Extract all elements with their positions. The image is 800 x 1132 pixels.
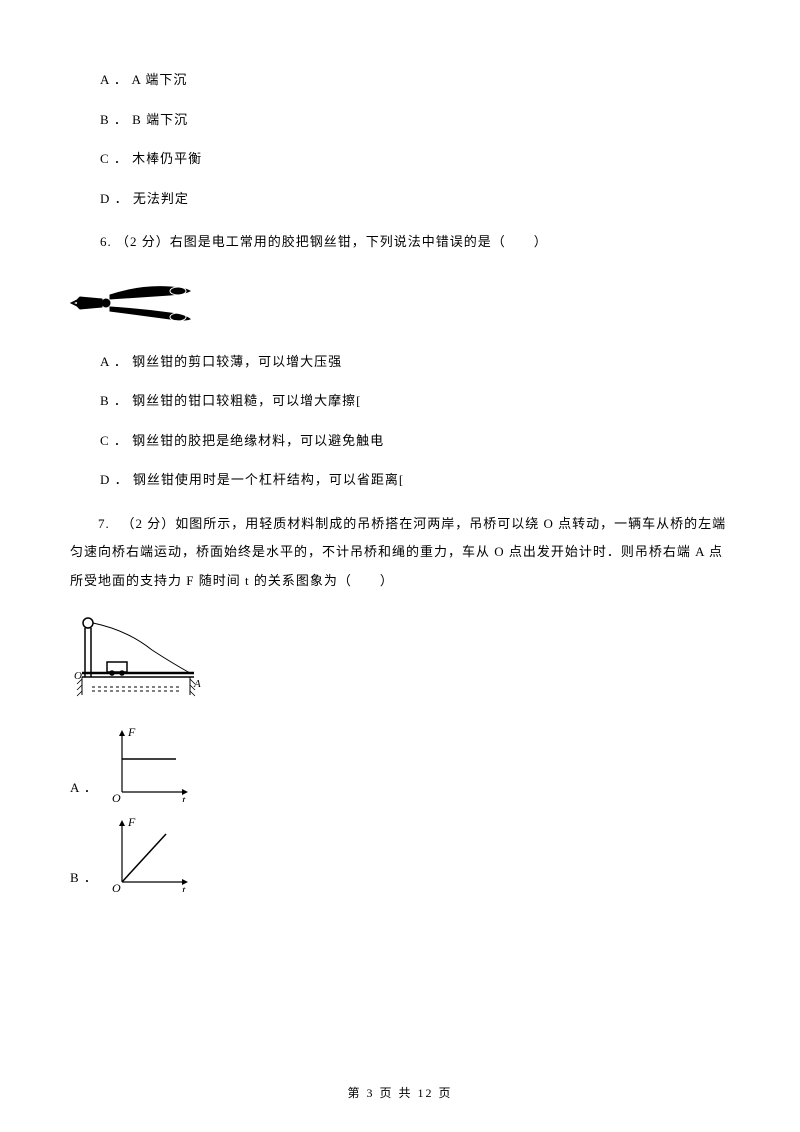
graph-b-label: B ． xyxy=(70,868,98,888)
q5-option-b: B ． B 端下沉 xyxy=(100,110,730,130)
pliers-image xyxy=(70,277,730,332)
graph-a: F t O xyxy=(104,724,199,802)
svg-text:O: O xyxy=(112,791,121,802)
svg-text:O: O xyxy=(112,881,121,892)
q6-option-b: B ． 钢丝钳的钳口较粗糙，可以增大摩擦[ xyxy=(100,391,730,411)
q6-option-c: C ． 钢丝钳的胶把是绝缘材料，可以避免触电 xyxy=(100,431,730,451)
q6-option-d: D ． 钢丝钳使用时是一个杠杆结构，可以省距离[ xyxy=(100,470,730,490)
bridge-image: O A xyxy=(72,615,730,705)
q6-option-a: A ． 钢丝钳的剪口较薄，可以增大压强 xyxy=(100,352,730,372)
graph-b: F t O xyxy=(104,814,199,892)
q6-text: 6. （2 分）右图是电工常用的胶把钢丝钳，下列说法中错误的是（ ） xyxy=(100,228,730,257)
q5-option-d: D ． 无法判定 xyxy=(100,189,730,209)
svg-text:F: F xyxy=(127,725,136,739)
bridge-label-a: A xyxy=(193,678,201,690)
svg-text:t: t xyxy=(182,883,186,892)
bridge-label-o: O xyxy=(74,670,82,682)
q7-text: 7. （2 分）如图所示，用轻质材料制成的吊桥搭在河两岸，吊桥可以绕 O 点转动… xyxy=(70,510,730,596)
svg-text:t: t xyxy=(182,793,186,802)
svg-text:F: F xyxy=(127,815,136,829)
graph-a-label: A ． xyxy=(70,778,98,798)
q5-option-a: A ． A 端下沉 xyxy=(100,70,730,90)
q5-option-c: C ． 木棒仍平衡 xyxy=(100,149,730,169)
page-footer: 第 3 页 共 12 页 xyxy=(0,1084,800,1102)
